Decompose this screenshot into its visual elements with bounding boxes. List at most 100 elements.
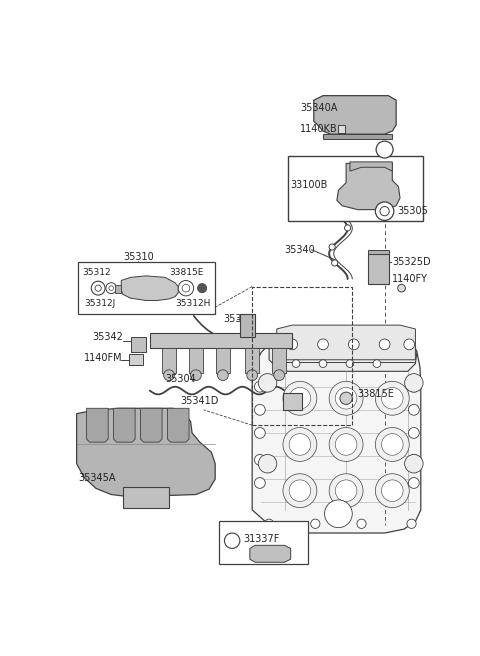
Text: 35304: 35304 <box>165 374 196 384</box>
Circle shape <box>254 455 265 465</box>
Circle shape <box>405 455 423 473</box>
Text: 35312J: 35312J <box>84 299 116 308</box>
Bar <box>252 287 352 425</box>
Circle shape <box>264 519 274 528</box>
Polygon shape <box>337 163 400 210</box>
Circle shape <box>345 225 351 231</box>
Bar <box>216 348 230 373</box>
Bar <box>129 354 143 365</box>
Circle shape <box>106 283 117 293</box>
Circle shape <box>407 519 416 528</box>
Polygon shape <box>86 408 108 442</box>
Circle shape <box>375 202 394 220</box>
Bar <box>368 255 389 283</box>
Circle shape <box>382 434 403 455</box>
Bar <box>272 348 286 373</box>
Text: 35310: 35310 <box>123 253 154 262</box>
Text: 35345A: 35345A <box>78 472 116 483</box>
Polygon shape <box>250 545 291 562</box>
Circle shape <box>405 374 423 392</box>
Circle shape <box>274 370 285 380</box>
Circle shape <box>254 405 265 415</box>
Circle shape <box>329 474 363 508</box>
Polygon shape <box>368 250 389 255</box>
Circle shape <box>340 392 352 405</box>
Circle shape <box>191 370 201 380</box>
Polygon shape <box>314 96 396 134</box>
Polygon shape <box>115 285 121 293</box>
Circle shape <box>398 284 406 292</box>
Text: a: a <box>229 536 235 546</box>
Circle shape <box>287 339 298 350</box>
Circle shape <box>95 285 101 291</box>
Circle shape <box>324 500 352 527</box>
Circle shape <box>283 381 317 415</box>
Text: 35342: 35342 <box>92 332 123 342</box>
Bar <box>123 487 169 508</box>
Text: 35340: 35340 <box>285 245 315 255</box>
Text: 33815E: 33815E <box>169 268 204 277</box>
Circle shape <box>408 455 419 465</box>
Circle shape <box>375 474 409 508</box>
Circle shape <box>318 339 328 350</box>
Circle shape <box>357 519 366 528</box>
Circle shape <box>289 480 311 501</box>
Bar <box>219 522 308 564</box>
Circle shape <box>348 339 359 350</box>
Circle shape <box>109 286 114 291</box>
Circle shape <box>283 428 317 461</box>
Circle shape <box>225 533 240 548</box>
Bar <box>131 337 146 352</box>
Bar <box>283 393 302 410</box>
Bar <box>338 125 345 133</box>
Circle shape <box>380 207 389 216</box>
Circle shape <box>336 434 357 455</box>
Bar <box>78 262 215 314</box>
Circle shape <box>292 359 300 367</box>
Circle shape <box>254 381 265 392</box>
Circle shape <box>91 281 105 295</box>
Text: 35312H: 35312H <box>175 299 211 308</box>
Circle shape <box>329 381 363 415</box>
Text: 35341D: 35341D <box>180 396 219 405</box>
Circle shape <box>289 434 311 455</box>
Circle shape <box>329 244 335 250</box>
Polygon shape <box>168 408 189 442</box>
Circle shape <box>408 381 419 392</box>
Circle shape <box>382 480 403 501</box>
Text: 1140KB: 1140KB <box>300 124 337 134</box>
Circle shape <box>373 359 381 367</box>
Circle shape <box>408 478 419 488</box>
Polygon shape <box>323 134 392 139</box>
Circle shape <box>319 359 327 367</box>
Circle shape <box>258 374 277 392</box>
Circle shape <box>375 381 409 415</box>
Text: 35305: 35305 <box>398 206 429 216</box>
Circle shape <box>382 388 403 409</box>
Polygon shape <box>77 408 215 497</box>
Circle shape <box>408 405 419 415</box>
Bar <box>288 155 423 221</box>
Polygon shape <box>121 276 178 300</box>
Polygon shape <box>350 162 392 171</box>
Text: 35312: 35312 <box>83 268 111 277</box>
Circle shape <box>332 260 338 266</box>
Polygon shape <box>269 329 417 371</box>
Circle shape <box>258 455 277 473</box>
Text: 31337F: 31337F <box>244 534 280 544</box>
Polygon shape <box>277 325 415 359</box>
Circle shape <box>164 370 174 380</box>
Text: 35340A: 35340A <box>300 103 337 113</box>
Bar <box>150 333 292 348</box>
Circle shape <box>182 284 190 292</box>
Polygon shape <box>252 327 421 533</box>
Circle shape <box>408 428 419 438</box>
Text: 35325D: 35325D <box>392 257 431 267</box>
Bar <box>240 314 255 337</box>
Circle shape <box>247 370 258 380</box>
Circle shape <box>376 141 393 158</box>
Text: 33815E: 33815E <box>358 390 395 400</box>
Circle shape <box>311 519 320 528</box>
Bar <box>189 348 203 373</box>
Circle shape <box>197 283 207 293</box>
